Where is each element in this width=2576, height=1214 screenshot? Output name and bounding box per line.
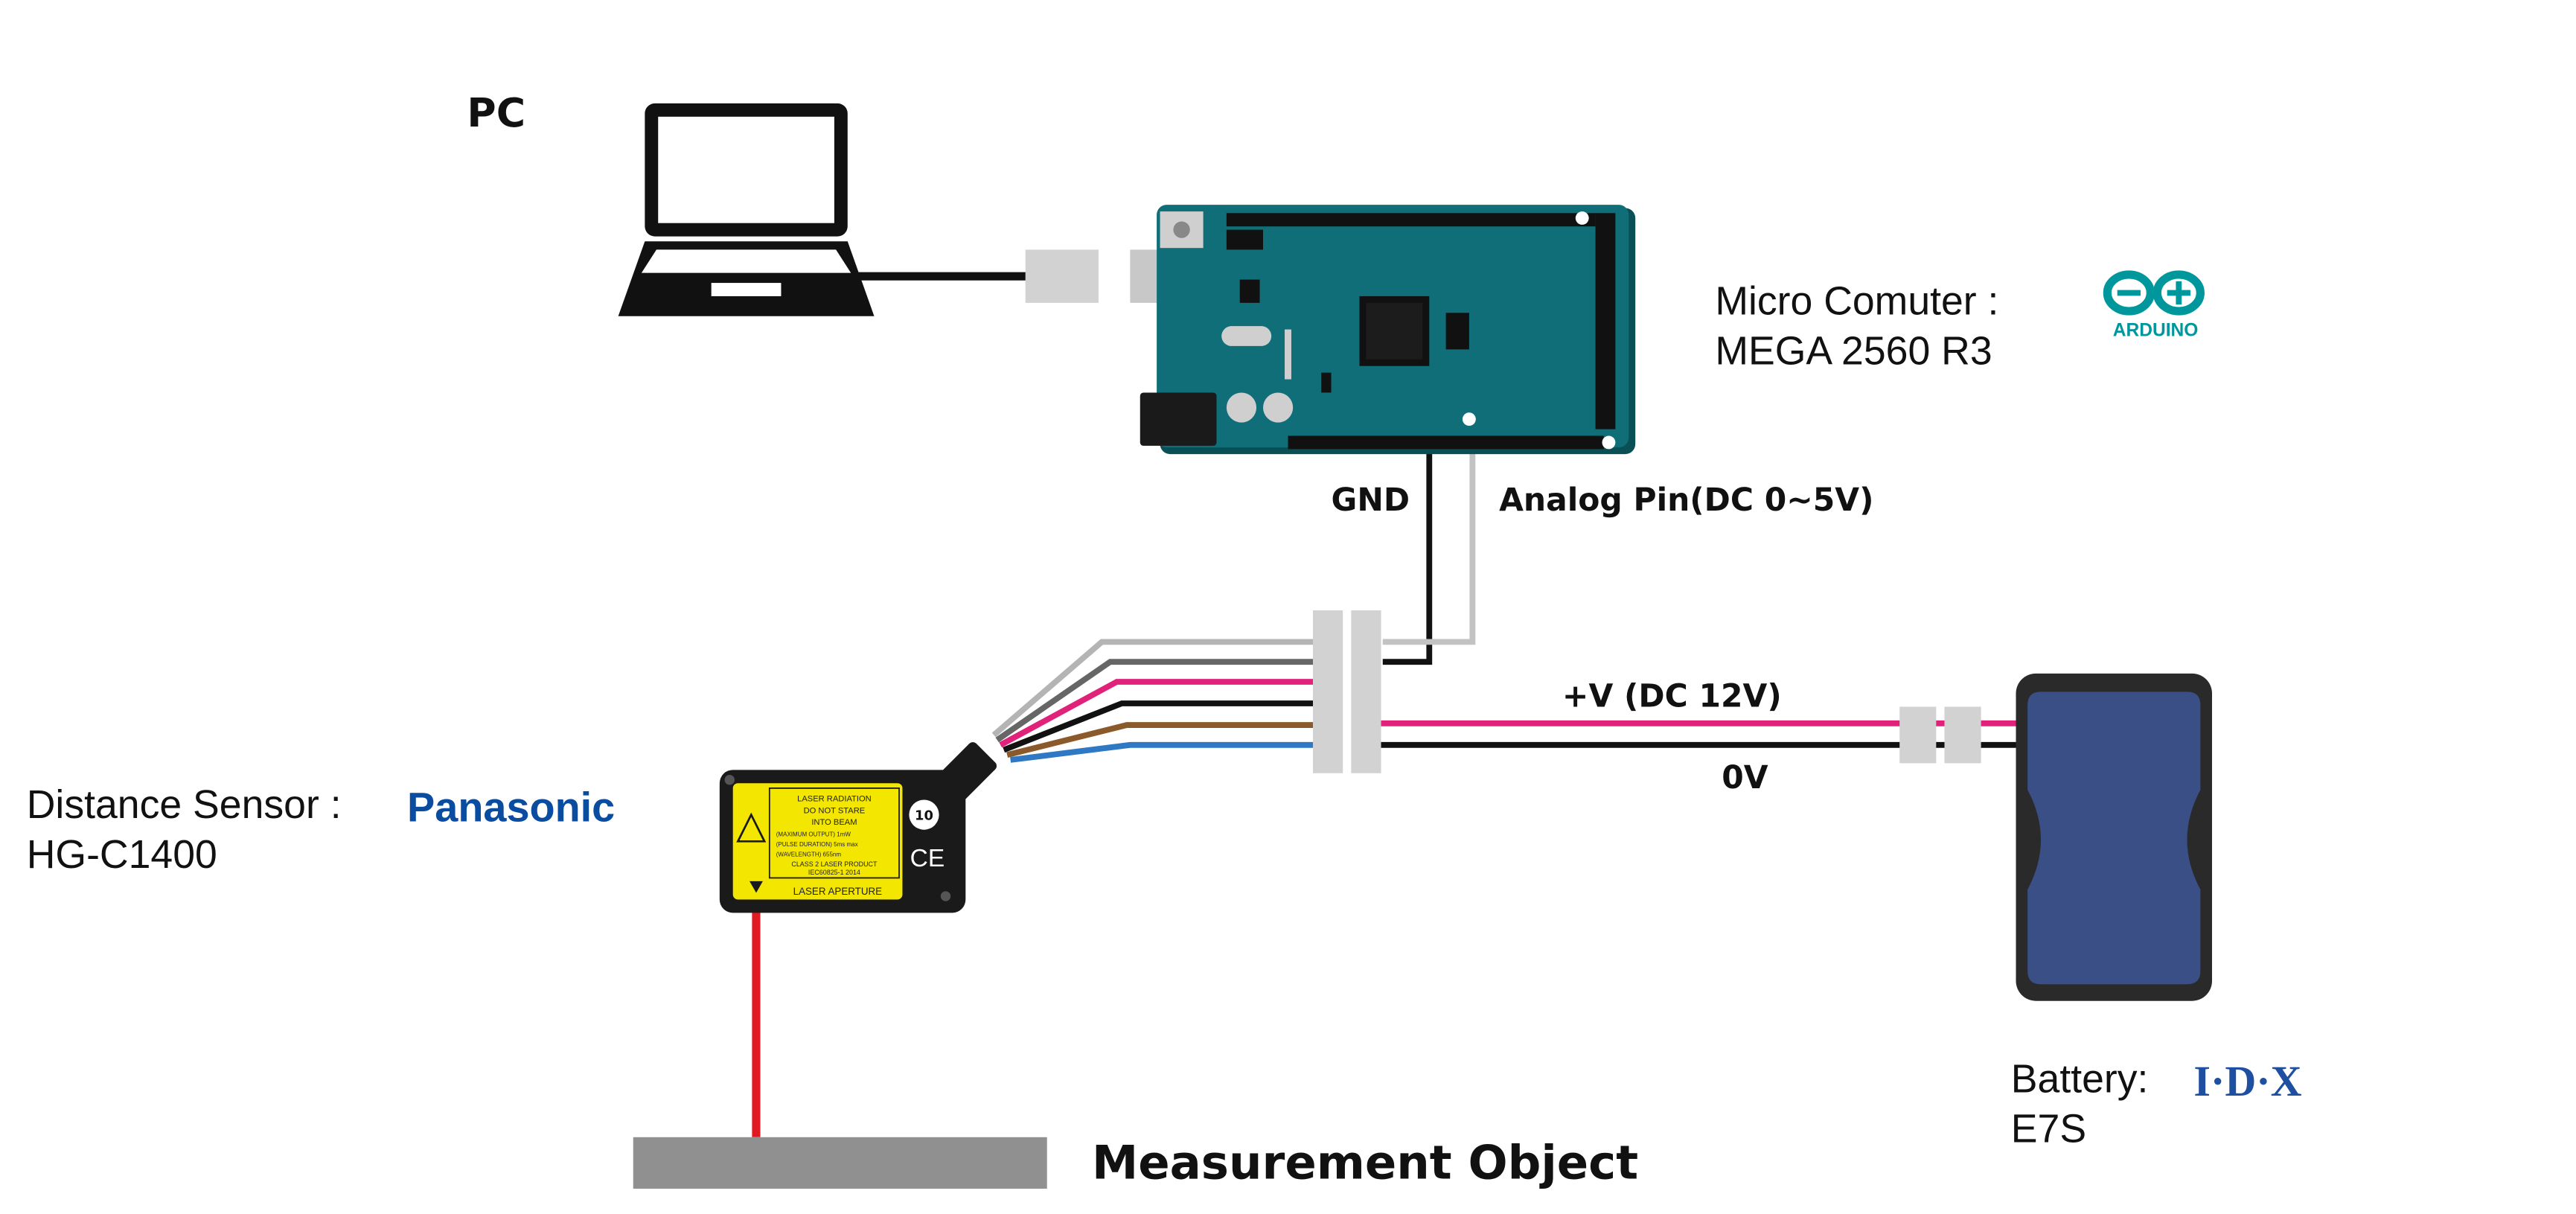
- arduino-logo-text: ARDUINO: [2113, 321, 2199, 341]
- sensor-wire-black: [1003, 700, 1317, 753]
- sensor-label-line8: IEC60825-1 2014: [808, 869, 860, 876]
- panasonic-logo: Panasonic: [407, 784, 615, 831]
- battery-label: Battery:: [2011, 1057, 2149, 1102]
- sensor-wire-brown: [1006, 722, 1317, 758]
- micro-computer-label: Micro Comuter :: [1715, 279, 1998, 324]
- sensor-wire-pink: [999, 679, 1317, 748]
- battery-connector-left: [1899, 706, 1937, 764]
- sensor-label-line1: LASER RADIATION: [797, 795, 872, 804]
- plus-v-label: +V (DC 12V): [1562, 678, 1782, 715]
- gnd-label: GND: [1332, 482, 1410, 519]
- sensor-label-line6: (WAVELENGTH) 655nm: [776, 851, 842, 857]
- sensor-badge-icon: [909, 799, 939, 830]
- distance-sensor-model: HG-C1400: [27, 832, 217, 877]
- battery-model: E7S: [2011, 1106, 2086, 1151]
- ce-mark: CE: [910, 845, 945, 872]
- measurement-object-label: Measurement Object: [1092, 1136, 1638, 1190]
- sensor-connector-left: [1312, 610, 1343, 773]
- sensor-badge: 10: [915, 808, 933, 823]
- sensor-label-line4: (MAXIMUM OUTPUT) 1mW: [776, 831, 851, 838]
- sensor-wire-gray: [991, 639, 1317, 738]
- sensor-label-aperture: LASER APERTURE: [793, 886, 883, 897]
- usb-plug-pc: [1025, 249, 1099, 303]
- analog-wire: [1382, 424, 1476, 645]
- distance-sensor-label: Distance Sensor :: [27, 782, 342, 827]
- pc-label: PC: [467, 89, 525, 136]
- micro-computer-model: MEGA 2560 R3: [1715, 328, 1992, 373]
- sensor-label-line7: CLASS 2 LASER PRODUCT: [791, 860, 878, 868]
- sensor-label-line2: DO NOT STARE: [804, 806, 866, 815]
- battery-icon: [2016, 673, 2212, 1001]
- sensor-connector-right: [1351, 610, 1381, 773]
- sensor-wire-darkgray: [995, 659, 1317, 743]
- distance-sensor: LASER RADIATION DO NOT STARE INTO BEAM (…: [719, 742, 997, 913]
- laptop-icon: [618, 103, 875, 316]
- gnd-wire: [1382, 445, 1433, 665]
- analog-pin-label: Analog Pin(DC 0~5V): [1499, 482, 1873, 519]
- sensor-label-line3: INTO BEAM: [811, 818, 857, 827]
- arduino-board: [1140, 205, 1636, 455]
- zero-v-label: 0V: [1722, 760, 1768, 796]
- arduino-logo-icon: [2103, 270, 2205, 316]
- measurement-object: [633, 1137, 1047, 1189]
- battery-connector-right: [1944, 706, 1981, 764]
- sensor-label-line5: (PULSE DURATION) 5ms max: [776, 841, 858, 848]
- idx-logo: I·D·X: [2193, 1057, 2301, 1105]
- sensor-wire-blue: [1010, 741, 1317, 763]
